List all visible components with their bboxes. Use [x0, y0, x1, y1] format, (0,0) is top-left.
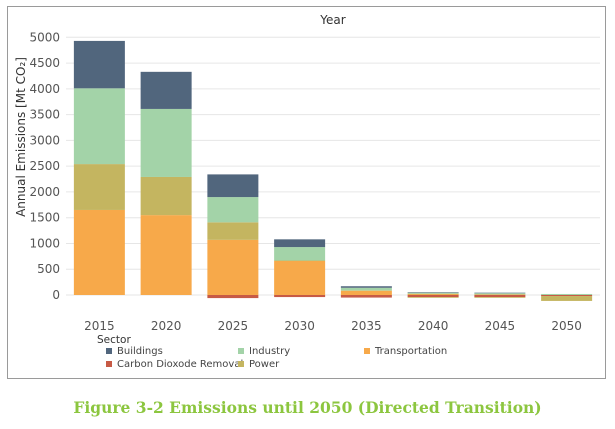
bar-segment: [274, 239, 326, 248]
y-tick-label: 3500: [29, 108, 60, 122]
y-tick-label: 1000: [29, 236, 60, 250]
x-tick-label: 2015: [84, 319, 115, 333]
bar-segment: [207, 174, 259, 198]
bar-segment: [73, 164, 125, 210]
bar-segment: [340, 290, 392, 291]
bars: [73, 40, 593, 301]
bar-segment: [140, 215, 192, 295]
bar-segment: [140, 71, 192, 109]
figure-caption: Figure 3-2 Emissions until 2050 (Directe…: [73, 398, 542, 417]
x-tick-label: 2025: [218, 319, 249, 333]
bar-segment: [274, 260, 326, 295]
legend-swatch: [238, 348, 244, 354]
bar-segment: [340, 290, 392, 295]
legend-label: Buildings: [117, 346, 163, 357]
bar-segment: [474, 293, 526, 295]
chart-frame: Year Annual Emissions [Mt CO₂] 0 500 1000 1…: [7, 6, 606, 379]
y-tick-label: 2500: [29, 159, 60, 173]
x-tick-label: 2040: [418, 319, 449, 333]
legend-swatch: [238, 361, 244, 367]
bar-segment-negative: [407, 295, 459, 298]
bar-segment-negative: [474, 295, 526, 298]
x-tick-label: 2020: [151, 319, 182, 333]
y-tick-label: 4000: [29, 82, 60, 96]
bar-segment: [274, 260, 326, 261]
bar-segment-negative: [541, 296, 593, 301]
legend-label: Industry: [249, 346, 290, 357]
bar-segment: [407, 293, 459, 295]
y-tick-label: 4500: [29, 56, 60, 70]
bar-segment-negative: [274, 295, 326, 298]
bar-segment-negative: [207, 295, 259, 299]
bar-segment: [407, 293, 459, 295]
y-tick-label: 1500: [29, 211, 60, 225]
legend-swatch: [364, 348, 370, 354]
x-axis-ticks: 2015 2020 2025 2030 2035 2040 2045 2050: [84, 319, 582, 333]
legend-label: Power: [249, 359, 280, 370]
bar-segment-negative: [407, 297, 459, 298]
bar-segment: [474, 292, 526, 294]
y-tick-label: 3000: [29, 133, 60, 147]
bar-segment: [407, 292, 459, 294]
bar-segment: [474, 294, 526, 295]
x-tick-label: 2050: [551, 319, 582, 333]
y-tick-label: 0: [52, 288, 60, 302]
bar-segment: [73, 40, 125, 89]
bar-segment: [207, 197, 259, 223]
bar-segment: [407, 292, 459, 293]
bar-segment: [140, 176, 192, 216]
y-tick-label: 2000: [29, 185, 60, 199]
chart-title: Year: [319, 13, 345, 27]
x-tick-label: 2035: [351, 319, 382, 333]
x-tick-label: 2030: [284, 319, 315, 333]
y-tick-label: 5000: [29, 30, 60, 44]
legend: Buildings Industry Transportation Carbon Di…: [106, 346, 447, 370]
legend-title: Sector: [97, 334, 131, 346]
legend-label: Transportation: [374, 346, 447, 357]
bar-segment-negative: [474, 297, 526, 298]
x-tick-label: 2045: [485, 319, 516, 333]
bar-segment: [207, 239, 259, 295]
legend-label: Carbon Dioxode Removal: [117, 359, 243, 370]
bar-segment-negative: [340, 295, 392, 298]
bar-segment: [474, 294, 526, 295]
bar-segment: [73, 209, 125, 295]
legend-swatch: [106, 348, 112, 354]
bar-segment: [207, 222, 259, 240]
bar-segment: [140, 108, 192, 177]
bar-segment-negative: [541, 295, 593, 297]
bar-segment: [340, 287, 392, 291]
bar-segment: [73, 88, 125, 165]
bar-segment: [274, 247, 326, 261]
y-tick-label: 500: [37, 262, 60, 276]
bar-segment: [541, 293, 593, 295]
legend-swatch: [106, 361, 112, 367]
y-axis-label: Annual Emissions [Mt CO₂]: [14, 57, 28, 217]
bar-segment: [340, 286, 392, 288]
y-axis-ticks: 0 500 1000 1500 2000 2500 3000 3500 4000 4500 5000: [29, 30, 60, 302]
stacked-bar-chart: Year Annual Emissions [Mt CO₂] 0 500 1000 1…: [14, 13, 600, 370]
